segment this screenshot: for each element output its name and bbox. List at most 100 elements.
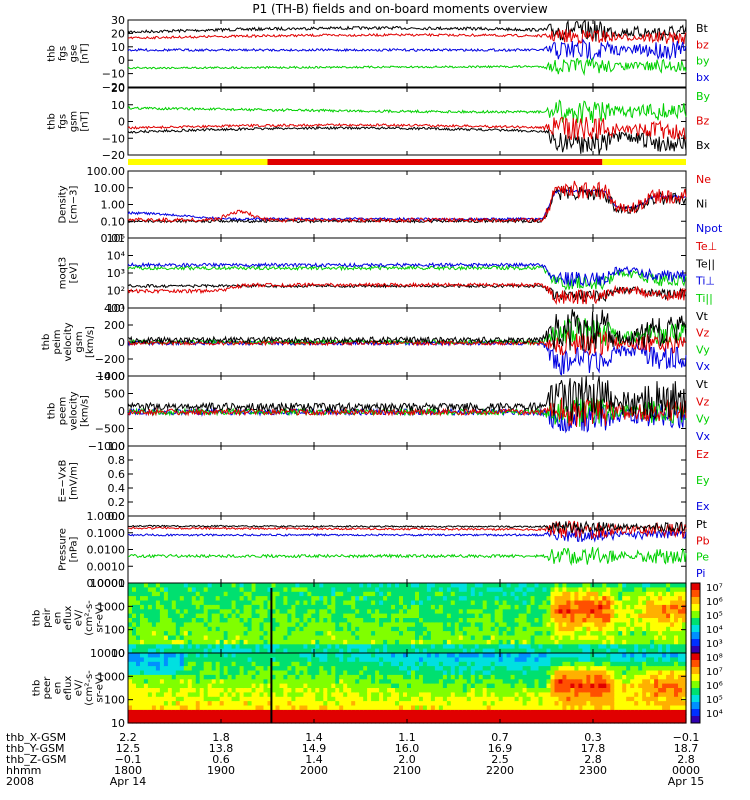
spectrogram-cell [654, 670, 659, 676]
spectrogram-cell [132, 661, 137, 667]
spectrogram-cell [634, 714, 639, 720]
legend-entry: Vx [696, 430, 711, 443]
spectrogram-cell [546, 591, 552, 597]
spectrogram-cell [586, 709, 591, 715]
spectrogram-cell [490, 583, 496, 588]
spectrogram-cell [227, 666, 233, 672]
spectrogram-cell [466, 609, 472, 615]
spectrogram-cell [626, 653, 631, 658]
y-axis-label-line: peem [58, 397, 69, 425]
spectrogram-cell [634, 653, 639, 658]
spectrogram-cell [626, 709, 631, 715]
spectrogram-cell [383, 718, 388, 724]
spectrogram-cell [530, 653, 536, 658]
spectrogram-cell [538, 591, 544, 597]
spectrogram-cell [474, 666, 480, 672]
spectrogram-cell [470, 596, 476, 602]
spectrogram-cell [155, 701, 161, 707]
spectrogram-cell [554, 587, 560, 593]
spectrogram-cell [367, 653, 372, 658]
spectrogram-cell [379, 653, 384, 658]
spectrogram-cell [430, 679, 436, 685]
spectrogram-cell [454, 688, 460, 693]
spectrogram-cell [422, 618, 428, 623]
spectrogram-cell [570, 670, 575, 676]
spectrogram-cell [542, 701, 548, 707]
spectrogram-cell [534, 583, 540, 588]
spectrogram-cell [331, 639, 336, 645]
spectrogram-cell [367, 644, 372, 650]
spectrogram-cell [610, 635, 615, 641]
spectrogram-cell [171, 679, 177, 685]
spectrogram-cell [363, 709, 368, 715]
spectrogram-cell [534, 648, 540, 654]
spectrogram-cell [311, 626, 316, 632]
spectrogram-cell [474, 661, 480, 667]
spectrogram-cell [267, 705, 273, 711]
spectrogram-cell [666, 714, 671, 720]
spectrogram-cell [231, 683, 237, 689]
spectrogram-cell [602, 622, 607, 628]
spectrogram-cell [442, 587, 448, 593]
spectrogram-cell [654, 705, 659, 711]
spectrogram-cell [187, 670, 193, 676]
spectrogram-cell [191, 644, 197, 650]
spectrogram-cell [247, 609, 253, 615]
spectrogram-cell [291, 600, 296, 606]
spectrogram-cell [211, 705, 217, 711]
spectrogram-cell [235, 688, 241, 693]
spectrogram-cell [331, 701, 336, 707]
spectrogram-cell [263, 692, 269, 698]
spectrogram-cell [223, 648, 229, 654]
spectrogram-cell [474, 692, 480, 698]
spectrogram-cell [207, 692, 213, 698]
spectrogram-cell [574, 583, 579, 588]
spectrogram-cell [526, 661, 532, 667]
spectrogram-cell [331, 596, 336, 602]
spectrogram-cell [363, 692, 368, 698]
spectrogram-cell [630, 661, 635, 667]
spectrogram-cell [411, 714, 416, 720]
spectrogram-cell [335, 709, 340, 715]
spectrogram-cell [163, 657, 169, 663]
spectrogram-cell [626, 583, 631, 588]
spectrogram-cell [674, 657, 679, 663]
spectrogram-cell [227, 618, 233, 623]
spectrogram-cell [275, 718, 281, 724]
spectrogram-cell [522, 705, 528, 711]
spectrogram-cell [175, 639, 181, 645]
spectrogram-cell [395, 674, 400, 680]
spectrogram-cell [422, 666, 428, 672]
spectrogram-cell [363, 635, 368, 641]
spectrogram-cell [147, 714, 153, 720]
spectrogram-cell [143, 709, 149, 715]
spectrogram-cell [419, 596, 424, 602]
plot-title: P1 (TH-B) fields and on-board moments ov… [252, 2, 548, 16]
spectrogram-cell [670, 639, 675, 645]
spectrogram-cell [558, 679, 564, 685]
spectrogram-cell [682, 688, 687, 693]
spectrogram-cell [486, 679, 492, 685]
y-tick-label: 0.0001 [87, 577, 126, 590]
spectrogram-cell [128, 653, 133, 658]
spectrogram-cell [678, 674, 683, 680]
spectrogram-cell [642, 661, 647, 667]
spectrogram-cell [498, 709, 504, 715]
spectrogram-cell [279, 596, 285, 602]
spectrogram-cell [199, 648, 205, 654]
spectrogram-cell [323, 714, 328, 720]
spectrogram-cell [522, 639, 528, 645]
spectrogram-cell [299, 631, 304, 637]
spectrogram-cell [411, 718, 416, 724]
spectrogram-cell [367, 688, 372, 693]
spectrogram-cell [223, 639, 229, 645]
spectrogram-cell [136, 683, 141, 689]
spectrogram-cell [662, 631, 667, 637]
spectrogram-cell [283, 622, 288, 628]
spectrogram-cell [327, 609, 332, 615]
spectrogram-cell [231, 679, 237, 685]
spectrogram-cell [462, 644, 468, 650]
colorbar-step [691, 597, 700, 601]
